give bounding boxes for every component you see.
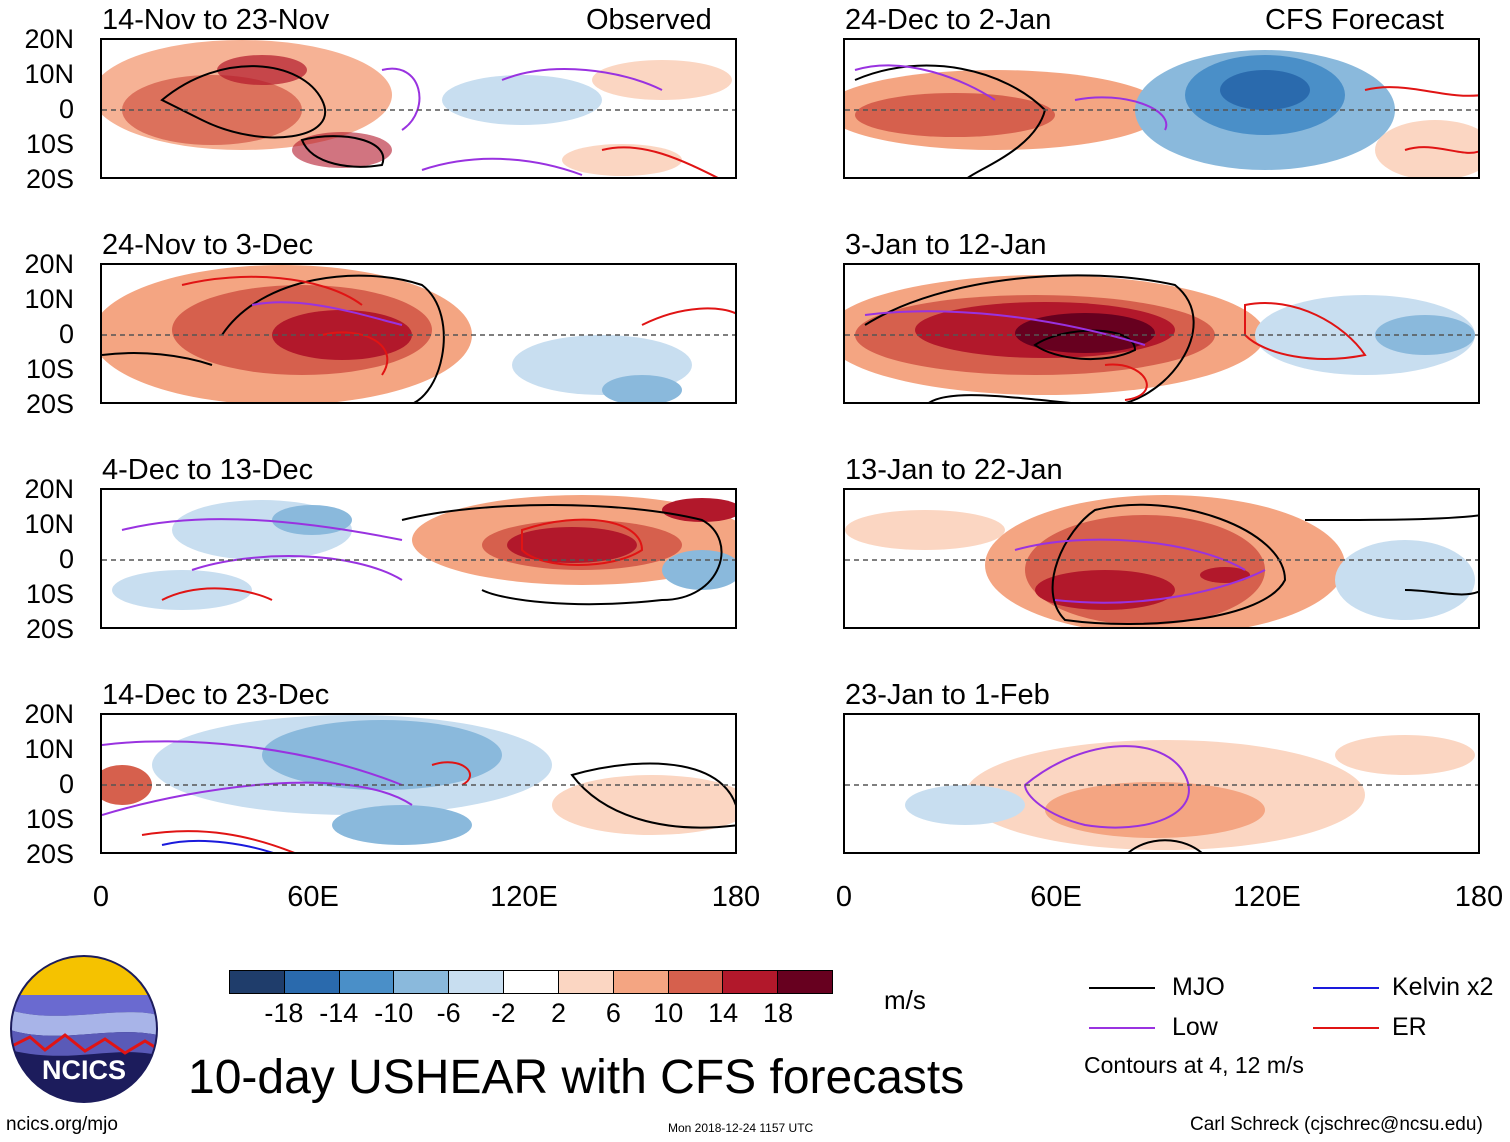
- colorbar-label: 6: [605, 998, 621, 1028]
- lat-label: 0: [58, 769, 74, 799]
- panel-title: 4-Dec to 13-Dec: [102, 454, 314, 486]
- legend-low-label: Low: [1172, 1013, 1218, 1041]
- colorbar-swatch: [723, 971, 779, 993]
- map-panel-forecast-1: [843, 38, 1480, 179]
- panel-title: 3-Jan to 12-Jan: [845, 229, 1047, 261]
- panel-title: 14-Nov to 23-Nov: [102, 4, 330, 36]
- legend-er-label: ER: [1392, 1013, 1427, 1041]
- lat-label: 10S: [25, 579, 74, 609]
- map-panel-forecast-3: [843, 488, 1480, 629]
- colorbar-label: -18: [264, 998, 304, 1028]
- footer-link[interactable]: ncics.org/mjo: [6, 1114, 118, 1135]
- lon-label: 60E: [1030, 881, 1082, 913]
- lat-label: 20S: [25, 839, 74, 869]
- legend-kelvin-label: Kelvin x2: [1392, 973, 1494, 1001]
- lat-label: 20N: [24, 699, 74, 729]
- colorbar-swatch: [449, 971, 505, 993]
- lon-label: 120E: [490, 881, 558, 913]
- author: Carl Schreck (cjschrec@ncsu.edu): [1190, 1114, 1483, 1135]
- colorbar-label: -14: [319, 998, 359, 1028]
- colorbar-label: -10: [374, 998, 414, 1028]
- ncics-logo: NCICS: [10, 955, 158, 1103]
- legend-er-line: [1313, 1027, 1379, 1029]
- lat-label: 20S: [25, 614, 74, 644]
- colorbar-swatch: [339, 971, 395, 993]
- map-panel-observed-1: [100, 38, 737, 179]
- forecast-header: CFS Forecast: [1265, 4, 1444, 36]
- colorbar-swatch: [284, 971, 340, 993]
- colorbar-swatch: [230, 971, 285, 993]
- lat-label: 10N: [24, 59, 74, 89]
- lat-label: 10S: [25, 804, 74, 834]
- lon-label: 0: [92, 881, 110, 913]
- colorbar-swatch: [668, 971, 724, 993]
- colorbar-swatch: [504, 971, 559, 993]
- observed-header: Observed: [586, 4, 712, 36]
- panel-title: 14-Dec to 23-Dec: [102, 679, 330, 711]
- lat-label: 10S: [25, 354, 74, 384]
- lat-label: 20N: [24, 474, 74, 504]
- lat-label: 10N: [24, 509, 74, 539]
- colorbar-swatch: [613, 971, 669, 993]
- lat-label: 0: [58, 94, 74, 124]
- lon-label: 0: [835, 881, 853, 913]
- legend-kelvin-line: [1313, 987, 1379, 989]
- lat-label: 20N: [24, 24, 74, 54]
- map-panel-observed-3: [100, 488, 737, 629]
- colorbar-label: 2: [550, 998, 566, 1028]
- colorbar-label: 10: [653, 998, 684, 1028]
- panel-title: 13-Jan to 22-Jan: [845, 454, 1063, 486]
- legend-mjo-line: [1089, 987, 1155, 989]
- colorbar-label: -6: [436, 998, 461, 1028]
- lon-label: 60E: [287, 881, 339, 913]
- lat-label: 10N: [24, 284, 74, 314]
- colorbar-label: 14: [708, 998, 739, 1028]
- logo-text: NCICS: [41, 1055, 126, 1085]
- panel-title: 23-Jan to 1-Feb: [845, 679, 1050, 711]
- lat-label: 10S: [25, 129, 74, 159]
- map-panel-observed-2: [100, 263, 737, 404]
- map-panel-observed-4: [100, 713, 737, 854]
- lon-label: 180: [711, 881, 761, 913]
- lat-label: 20N: [24, 249, 74, 279]
- lat-label: 0: [58, 544, 74, 574]
- colorbar-swatch: [558, 971, 614, 993]
- legend-mjo-label: MJO: [1172, 973, 1225, 1001]
- contours-note: Contours at 4, 12 m/s: [1084, 1052, 1304, 1078]
- legend-low-line: [1089, 1027, 1155, 1029]
- panel-title: 24-Nov to 3-Dec: [102, 229, 314, 261]
- colorbar-swatch: [394, 971, 450, 993]
- lon-label: 120E: [1233, 881, 1301, 913]
- lon-label: 180: [1454, 881, 1504, 913]
- panel-title: 24-Dec to 2-Jan: [845, 4, 1052, 36]
- lat-label: 0: [58, 319, 74, 349]
- lat-label: 20S: [25, 164, 74, 194]
- lat-label: 20S: [25, 389, 74, 419]
- lat-label: 10N: [24, 734, 74, 764]
- timestamp: Mon 2018-12-24 1157 UTC: [668, 1121, 814, 1135]
- colorbar-swatch: [778, 971, 832, 993]
- map-panel-forecast-2: [843, 263, 1480, 404]
- colorbar-label: -2: [491, 998, 516, 1028]
- figure-title: 10-day USHEAR with CFS forecasts: [188, 1051, 965, 1104]
- units-label: m/s: [884, 985, 926, 1015]
- colorbar: [229, 970, 833, 994]
- map-panel-forecast-4: [843, 713, 1480, 854]
- colorbar-label: 18: [763, 998, 794, 1028]
